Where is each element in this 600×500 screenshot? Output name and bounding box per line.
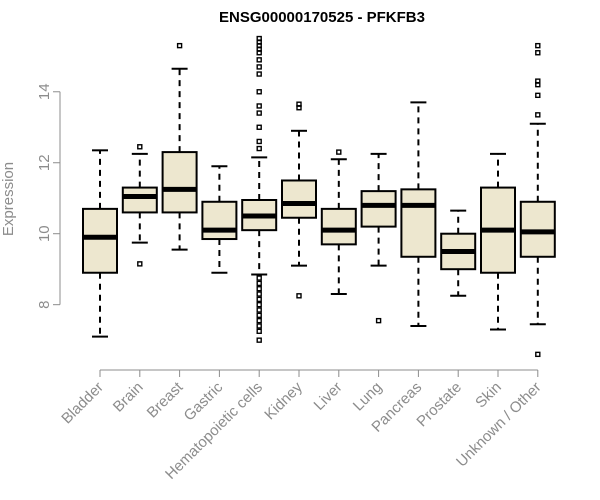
- y-axis: 8 10 12 14: [36, 83, 61, 309]
- box-group: [519, 42, 556, 358]
- box-iqr: [82, 207, 118, 274]
- outlier-point: [256, 323, 262, 329]
- outlier-point: [256, 291, 262, 297]
- y-axis-label: Expression: [0, 162, 17, 236]
- outlier-point: [256, 286, 262, 292]
- outlier-point: [296, 293, 302, 299]
- outlier-point: [256, 110, 262, 116]
- outlier-point: [256, 312, 262, 319]
- box-series: [82, 35, 556, 358]
- outlier-point: [256, 64, 262, 70]
- box-iqr: [281, 179, 317, 219]
- box-group: [121, 144, 158, 267]
- box-group: [161, 42, 198, 251]
- outlier-point: [256, 328, 262, 334]
- x-tick-label: Prostate: [413, 379, 465, 431]
- outlier-point: [535, 50, 541, 56]
- box-group: [440, 209, 477, 297]
- x-tick-label: Liver: [311, 379, 346, 414]
- outlier-point: [256, 280, 262, 287]
- box-iqr: [400, 188, 437, 258]
- y-tick-label: 8: [36, 301, 53, 309]
- x-tick-label: Lung: [350, 379, 386, 415]
- outlier-point: [256, 124, 262, 130]
- x-tick-label: Skin: [472, 379, 505, 412]
- box-group: [241, 35, 278, 343]
- outlier-point: [256, 307, 262, 313]
- outlier-point: [296, 101, 302, 107]
- outlier-point: [535, 42, 541, 49]
- outlier-point: [336, 149, 342, 155]
- box-group: [400, 101, 437, 327]
- y-tick-label: 14: [36, 83, 53, 100]
- y-tick-label: 10: [36, 225, 53, 242]
- outlier-point: [256, 275, 262, 281]
- box-iqr: [121, 186, 158, 214]
- outlier-point: [137, 144, 143, 150]
- outlier-point: [256, 103, 262, 109]
- x-tick-label: Bladder: [58, 379, 107, 428]
- box-iqr: [201, 200, 238, 241]
- outlier-point: [535, 78, 541, 84]
- outlier-point: [256, 301, 262, 308]
- box-group: [320, 149, 357, 296]
- outlier-point: [256, 145, 262, 152]
- box-iqr: [161, 151, 198, 214]
- x-tick-label: Kidney: [261, 378, 306, 423]
- outlier-point: [256, 71, 262, 77]
- outlier-point: [137, 261, 143, 267]
- chart-title: ENSG00000170525 - PFKFB3: [219, 9, 425, 26]
- y-tick-label: 12: [36, 154, 53, 171]
- outlier-point: [256, 138, 262, 145]
- box-group: [281, 101, 317, 299]
- box-group: [480, 152, 516, 331]
- outlier-point: [256, 89, 262, 95]
- outlier-point: [535, 92, 541, 99]
- outlier-point: [375, 317, 382, 324]
- box-iqr: [519, 200, 556, 258]
- outlier-point: [256, 57, 262, 63]
- x-tick-label: Breast: [144, 378, 187, 421]
- outlier-point: [256, 35, 262, 42]
- x-tick-label: Brain: [110, 379, 147, 416]
- outlier-point: [535, 351, 541, 358]
- outlier-point: [176, 42, 183, 49]
- box-group: [360, 152, 397, 324]
- outlier-point: [535, 112, 541, 118]
- box-group: [201, 165, 238, 274]
- outlier-point: [256, 337, 262, 343]
- outlier-point: [256, 296, 262, 303]
- box-iqr: [320, 207, 357, 246]
- box-group: [82, 149, 118, 338]
- outlier-point: [256, 317, 262, 324]
- box-iqr: [360, 190, 397, 228]
